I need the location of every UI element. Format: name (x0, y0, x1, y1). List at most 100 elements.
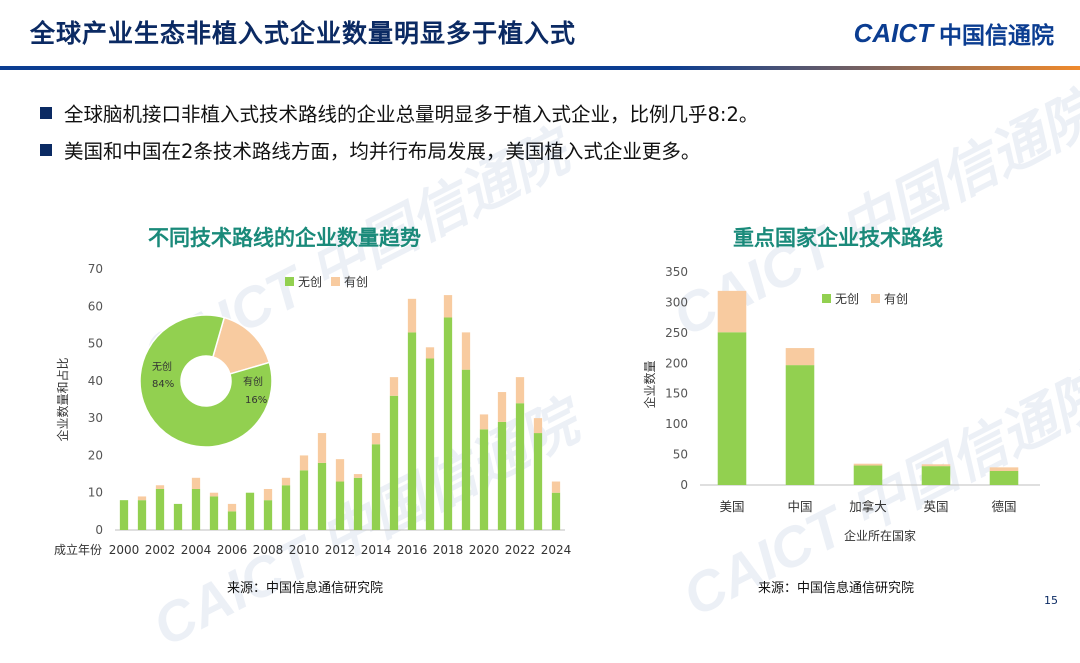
pie-slice-noninvasive (139, 314, 273, 448)
bar-invasive (299, 455, 309, 471)
y-axis-label: 企业数量 (642, 360, 657, 408)
bar-invasive (479, 414, 489, 430)
bar-invasive (263, 488, 273, 501)
y-tick-label: 350 (665, 265, 688, 279)
y-tick-label: 100 (665, 417, 688, 431)
y-tick-label: 0 (95, 523, 103, 537)
x-tick-label: 2006 (217, 543, 248, 557)
bar-noninvasive (299, 470, 309, 530)
x-tick-label: 2012 (325, 543, 356, 557)
bar-invasive (717, 290, 747, 333)
bar-invasive (443, 295, 453, 318)
x-tick-label: 2018 (433, 543, 464, 557)
bar-noninvasive (335, 481, 345, 530)
bullet-item: 美国和中国在2条技术路线方面，均并行布局发展，美国植入式企业更多。 (40, 131, 758, 168)
legend-swatch-noninvasive (822, 294, 831, 303)
bar-noninvasive (371, 444, 381, 530)
bar-noninvasive (515, 403, 525, 530)
y-tick-label: 30 (88, 411, 103, 425)
bar-invasive (921, 464, 951, 467)
bar-noninvasive (137, 500, 147, 530)
y-tick-label: 50 (88, 337, 103, 351)
bar-invasive (389, 377, 399, 396)
x-tick-label: 2022 (505, 543, 536, 557)
x-tick-label: 2008 (253, 543, 284, 557)
bar-invasive (461, 332, 471, 370)
bullet-item: 全球脑机接口非植入式技术路线的企业总量明显多于植入式企业，比例几乎8:2。 (40, 94, 758, 131)
y-tick-label: 250 (665, 326, 688, 340)
x-axis-label: 企业所在国家 (844, 528, 916, 543)
legend-swatch-invasive (871, 294, 880, 303)
x-axis-label: 成立年份 (54, 542, 102, 557)
caict-logo: CAICT 中国信通院 (854, 16, 1054, 50)
pie-value: 16% (245, 395, 267, 406)
bar-noninvasive (155, 488, 165, 530)
legend-label: 无创 (835, 292, 859, 306)
bar-noninvasive (533, 433, 543, 530)
y-tick-label: 0 (680, 478, 688, 492)
bar-noninvasive (461, 369, 471, 530)
x-tick-label: 2020 (469, 543, 500, 557)
bar-invasive (497, 392, 507, 422)
bar-noninvasive (173, 503, 183, 530)
y-tick-label: 50 (673, 448, 688, 462)
bar-invasive (317, 433, 327, 463)
x-tick-label: 英国 (923, 499, 948, 514)
bar-noninvasive (785, 365, 815, 485)
page-title: 全球产业生态非植入式企业数量明显多于植入式 (30, 19, 577, 48)
x-tick-label: 2024 (541, 543, 572, 557)
bar-noninvasive (921, 466, 951, 485)
source-note-right: 来源：中国信息通信研究院 (758, 581, 915, 596)
x-tick-label: 2016 (397, 543, 428, 557)
bullet-list: 全球脑机接口非植入式技术路线的企业总量明显多于植入式企业，比例几乎8:2。 美国… (40, 94, 758, 168)
bar-invasive (227, 503, 237, 512)
x-tick-label: 2000 (109, 543, 140, 557)
bar-invasive (515, 377, 525, 404)
bar-noninvasive (407, 332, 417, 530)
legend-swatch-noninvasive (285, 277, 294, 286)
bar-invasive (353, 474, 363, 478)
bar-invasive (335, 459, 345, 482)
logo-text-en: CAICT (853, 17, 933, 48)
y-axis-label: 企业数量和占比 (55, 357, 70, 441)
x-tick-label: 2004 (181, 543, 212, 557)
pie-label: 无创 (152, 360, 172, 373)
bar-noninvasive (263, 500, 273, 530)
bar-invasive (533, 418, 543, 434)
bar-invasive (281, 477, 291, 486)
x-tick-label: 2014 (361, 543, 392, 557)
y-tick-label: 60 (88, 299, 103, 313)
bullet-text: 美国和中国在2条技术路线方面，均并行布局发展，美国植入式企业更多。 (64, 140, 701, 163)
bar-invasive (155, 485, 165, 489)
bar-noninvasive (119, 500, 129, 530)
header-divider (0, 66, 1080, 70)
pie-value: 84% (152, 379, 174, 390)
bar-invasive (551, 481, 561, 493)
y-tick-label: 40 (88, 374, 103, 388)
y-tick-label: 10 (88, 486, 103, 500)
bar-noninvasive (245, 492, 255, 530)
bullet-square-icon (40, 106, 52, 119)
x-tick-label: 美国 (719, 499, 744, 514)
bar-invasive (785, 348, 815, 366)
bar-invasive (853, 463, 883, 466)
bar-noninvasive (989, 471, 1019, 485)
bar-noninvasive (227, 511, 237, 530)
bar-noninvasive (281, 485, 291, 530)
y-tick-label: 200 (665, 356, 688, 370)
y-tick-label: 70 (88, 262, 103, 276)
x-tick-label: 加拿大 (849, 499, 887, 514)
y-tick-label: 20 (88, 448, 103, 462)
x-tick-label: 2010 (289, 543, 320, 557)
bar-noninvasive (425, 358, 435, 530)
bar-invasive (989, 467, 1019, 472)
chart-title-trend: 不同技术路线的企业数量趋势 (148, 226, 421, 250)
bar-noninvasive (717, 332, 747, 485)
bar-invasive (425, 347, 435, 359)
bar-noninvasive (551, 492, 561, 530)
bar-invasive (371, 433, 381, 445)
chart-title-country: 重点国家企业技术路线 (733, 226, 943, 250)
bar-noninvasive (353, 477, 363, 530)
bar-noninvasive (497, 421, 507, 530)
